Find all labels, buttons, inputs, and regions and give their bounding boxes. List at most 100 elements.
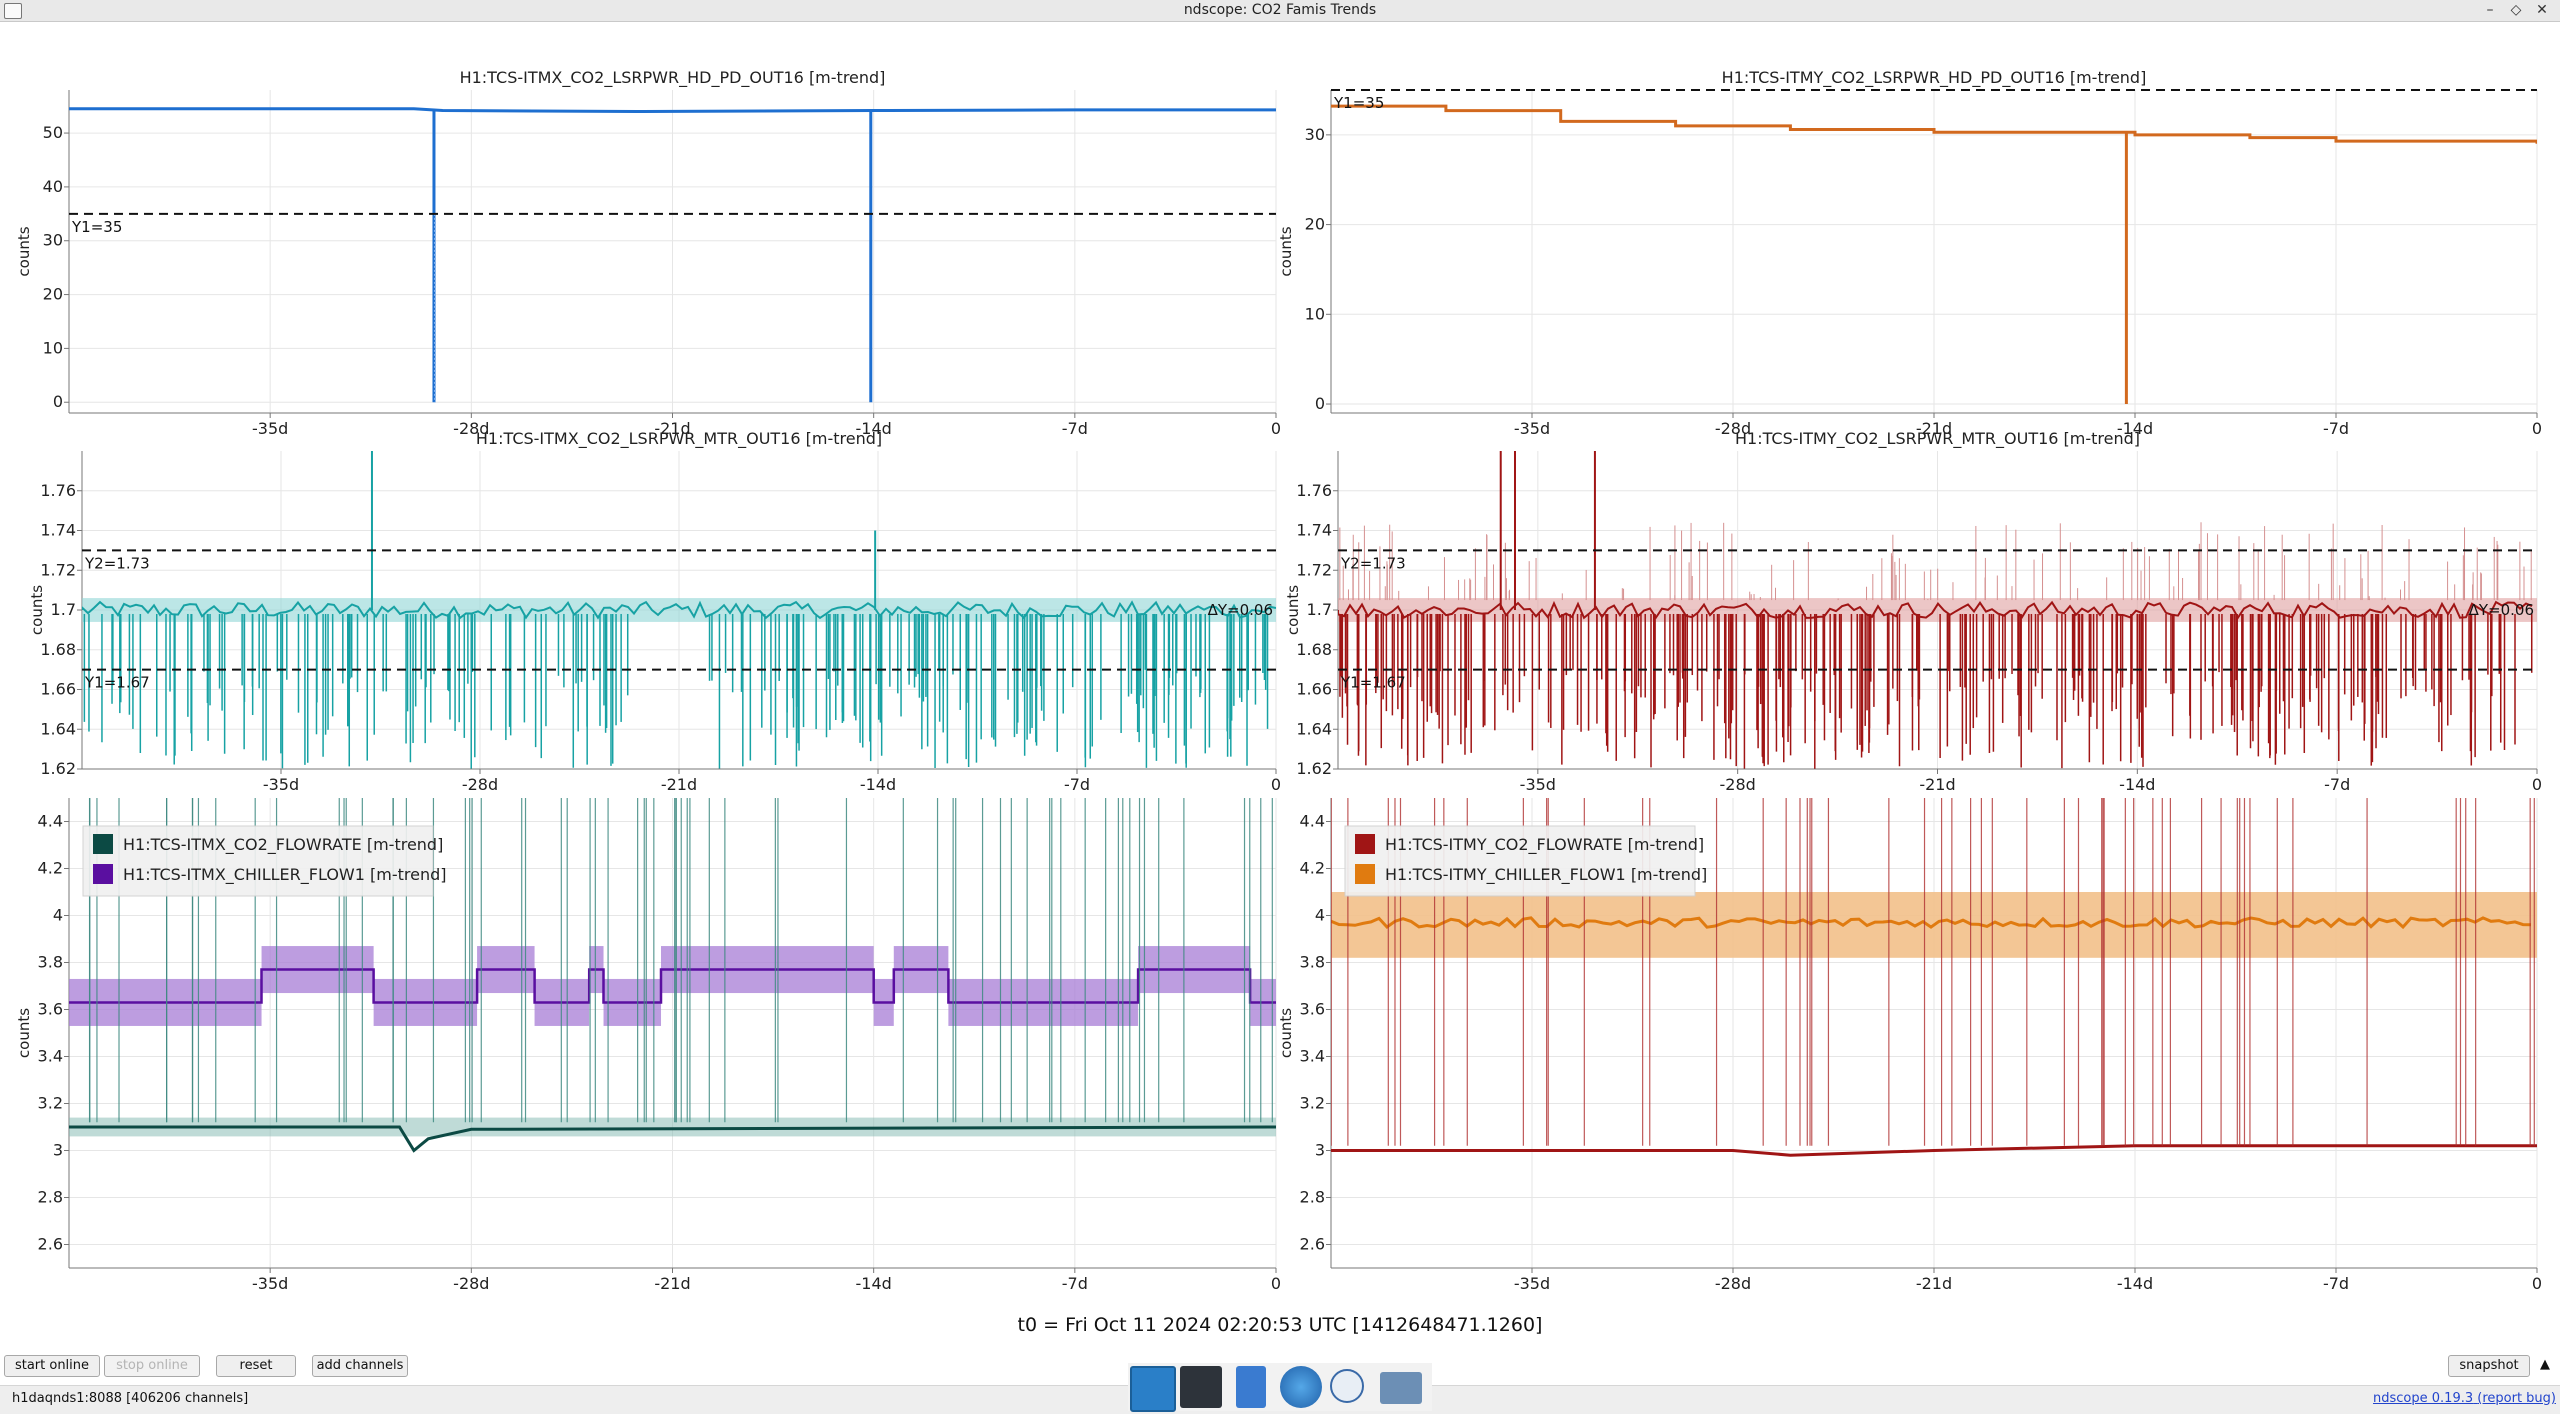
plot-traces [82,451,1276,769]
plot-traces [69,798,1276,1153]
y-tick-label: 3.4 [1300,1047,1325,1066]
y-tick-label: 1.62 [1296,759,1332,778]
legend-entry: H1:TCS-ITMY_CHILLER_FLOW1 [m-trend] [1385,865,1707,885]
x-tick-label: 0 [1271,1274,1281,1293]
snapshot-button[interactable]: snapshot [2448,1355,2530,1377]
y-tick-label: 4.2 [1300,859,1325,878]
y-tick-label: 1.66 [1296,680,1332,699]
plot-traces [1338,451,2537,769]
plot-p5[interactable]: -35d -28d -21d -14d -7d 0 2.6 2.8 3 3.2 3.4 3.6 3.8 4… [15,798,1281,1293]
y-axis-label: counts [28,585,46,635]
legend-entry: H1:TCS-ITMY_CO2_FLOWRATE [m-trend] [1385,835,1704,855]
desktop-icon[interactable] [1130,1366,1176,1412]
document-icon[interactable] [1236,1366,1266,1408]
x-tick-label: -14d [2117,1274,2153,1293]
x-tick-label: 0 [1271,419,1281,438]
y-tick-label: 30 [1305,125,1325,144]
plot-traces [1331,104,2537,405]
x-tick-label: -21d [654,1274,690,1293]
y-tick-label: 3 [53,1141,63,1160]
flowrate-line [1331,1144,2537,1157]
y-tick-label: 2.8 [38,1188,63,1207]
y-tick-label: 30 [43,231,63,250]
plot-p1[interactable]: -35d -28d -21d -14d -7d 0 0 10 20 30 40 50 counts H1:… [15,68,1281,438]
y-tick-label: 3.6 [1300,1000,1325,1019]
y-tick-label: 3 [1315,1141,1325,1160]
legend-swatch [1355,834,1375,854]
y-tick-label: 50 [43,123,63,142]
flowrate-band [69,1117,1276,1137]
cursor-label: Y1=35 [1333,94,1384,112]
y-tick-label: 20 [43,285,63,304]
search-icon[interactable] [1330,1369,1364,1403]
terminal-icon[interactable] [1180,1366,1222,1408]
legend-swatch [93,864,113,884]
plot-p4[interactable]: -35d -28d -21d -14d -7d 0 1.62 1.64 1.66 1.68 1.7 1… [1284,429,2542,794]
x-tick-label: -28d [1720,775,1756,794]
y-tick-label: 4 [1315,906,1325,925]
y-tick-label: 1.76 [1296,481,1332,500]
t0-label: t0 = Fri Oct 11 2024 02:20:53 UTC [14126… [1017,1314,1543,1336]
restore-icon[interactable]: ◇ [2510,2,2522,18]
window-titlebar: ndscope: CO2 Famis Trends – ◇ ✕ [0,0,2560,22]
x-tick-label: -28d [462,775,498,794]
x-tick-label: 0 [2532,419,2542,438]
y-tick-label: 1.64 [1296,719,1332,738]
plot-area[interactable]: -35d -28d -21d -14d -7d 001020304050countsH1:… [0,21,2560,1311]
x-tick-label: -35d [252,419,288,438]
x-tick-label: -14d [856,1274,892,1293]
y-tick-label: 4.4 [1300,812,1325,831]
y-tick-label: 1.64 [40,719,76,738]
y-tick-label: 1.74 [40,521,76,540]
version-text[interactable]: ndscope 0.19.3 [2373,1391,2474,1406]
reset-button[interactable]: reset [216,1355,296,1377]
x-tick-label: -7d [1064,775,1090,794]
x-tick-label: -21d [1916,419,1952,438]
report-bug-link[interactable]: (report bug) [2477,1391,2556,1406]
plot-p2[interactable]: -35d -28d -21d -14d -7d 0 0 10 20 30 counts H1:TCS-… [1277,68,2542,438]
x-tick-label: -14d [860,775,896,794]
x-tick-label: -7d [1062,1274,1088,1293]
y-tick-label: 1.74 [1296,521,1332,540]
version-link[interactable]: ndscope 0.19.3 (report bug) [2373,1391,2556,1406]
x-tick-label: -14d [2119,775,2155,794]
x-tick-label: -21d [1919,775,1955,794]
y-tick-label: 3.8 [1300,953,1325,972]
legend-entry: H1:TCS-ITMX_CO2_FLOWRATE [m-trend] [123,835,443,855]
chiller-line [69,968,1276,1004]
y-tick-label: 3.8 [38,953,63,972]
cursor-label: Y2=1.73 [84,554,150,572]
plot-title: H1:TCS-ITMY_CO2_LSRPWR_HD_PD_OUT16 [m-tr… [1722,68,2147,88]
start-online-button[interactable]: start online [4,1355,100,1377]
legend-entry: H1:TCS-ITMX_CHILLER_FLOW1 [m-trend] [123,865,446,885]
y-tick-label: 20 [1305,215,1325,234]
folder-icon[interactable] [1380,1372,1422,1404]
x-tick-label: -7d [2323,419,2349,438]
cursor-label: Y1=1.67 [84,674,150,692]
x-tick-label: -7d [1062,419,1088,438]
expand-icon[interactable]: ▲ [2540,1357,2550,1372]
plot-p6[interactable]: -35d -28d -21d -14d -7d 0 2.6 2.8 3 3.2 3.4 3.6 3.8 4… [1277,798,2542,1293]
window-title: ndscope: CO2 Famis Trends [1183,2,1377,18]
y-axis-label: counts [1277,226,1295,276]
x-tick-label: -28d [1715,1274,1751,1293]
y-tick-label: 1.7 [51,600,76,619]
minimize-icon[interactable]: – [2486,2,2494,18]
y-axis-label: counts [1284,585,1302,635]
y-tick-label: 3.2 [1300,1094,1325,1113]
x-tick-label: -28d [1715,419,1751,438]
plot-title: H1:TCS-ITMY_CO2_LSRPWR_MTR_OUT16 [m-tren… [1735,429,2140,449]
stop-online-button[interactable]: stop online [104,1355,200,1377]
add-channels-button[interactable]: add channels [312,1355,408,1377]
legend-swatch [93,834,113,854]
y-tick-label: 2.6 [38,1235,63,1254]
y-tick-label: 3.4 [38,1047,63,1066]
y-tick-label: 1.62 [40,759,76,778]
plot-title: H1:TCS-ITMX_CO2_LSRPWR_HD_PD_OUT16 [m-tr… [460,68,886,88]
cursor-label: Y1=1.67 [1340,674,1406,692]
plot-p3[interactable]: -35d -28d -21d -14d -7d 0 1.62 1.64 1.66 1.68 1.7 1… [28,429,1281,794]
browser-icon[interactable] [1280,1366,1322,1408]
x-tick-label: -28d [453,419,489,438]
y-axis-label: counts [15,226,33,276]
close-icon[interactable]: ✕ [2536,2,2548,18]
